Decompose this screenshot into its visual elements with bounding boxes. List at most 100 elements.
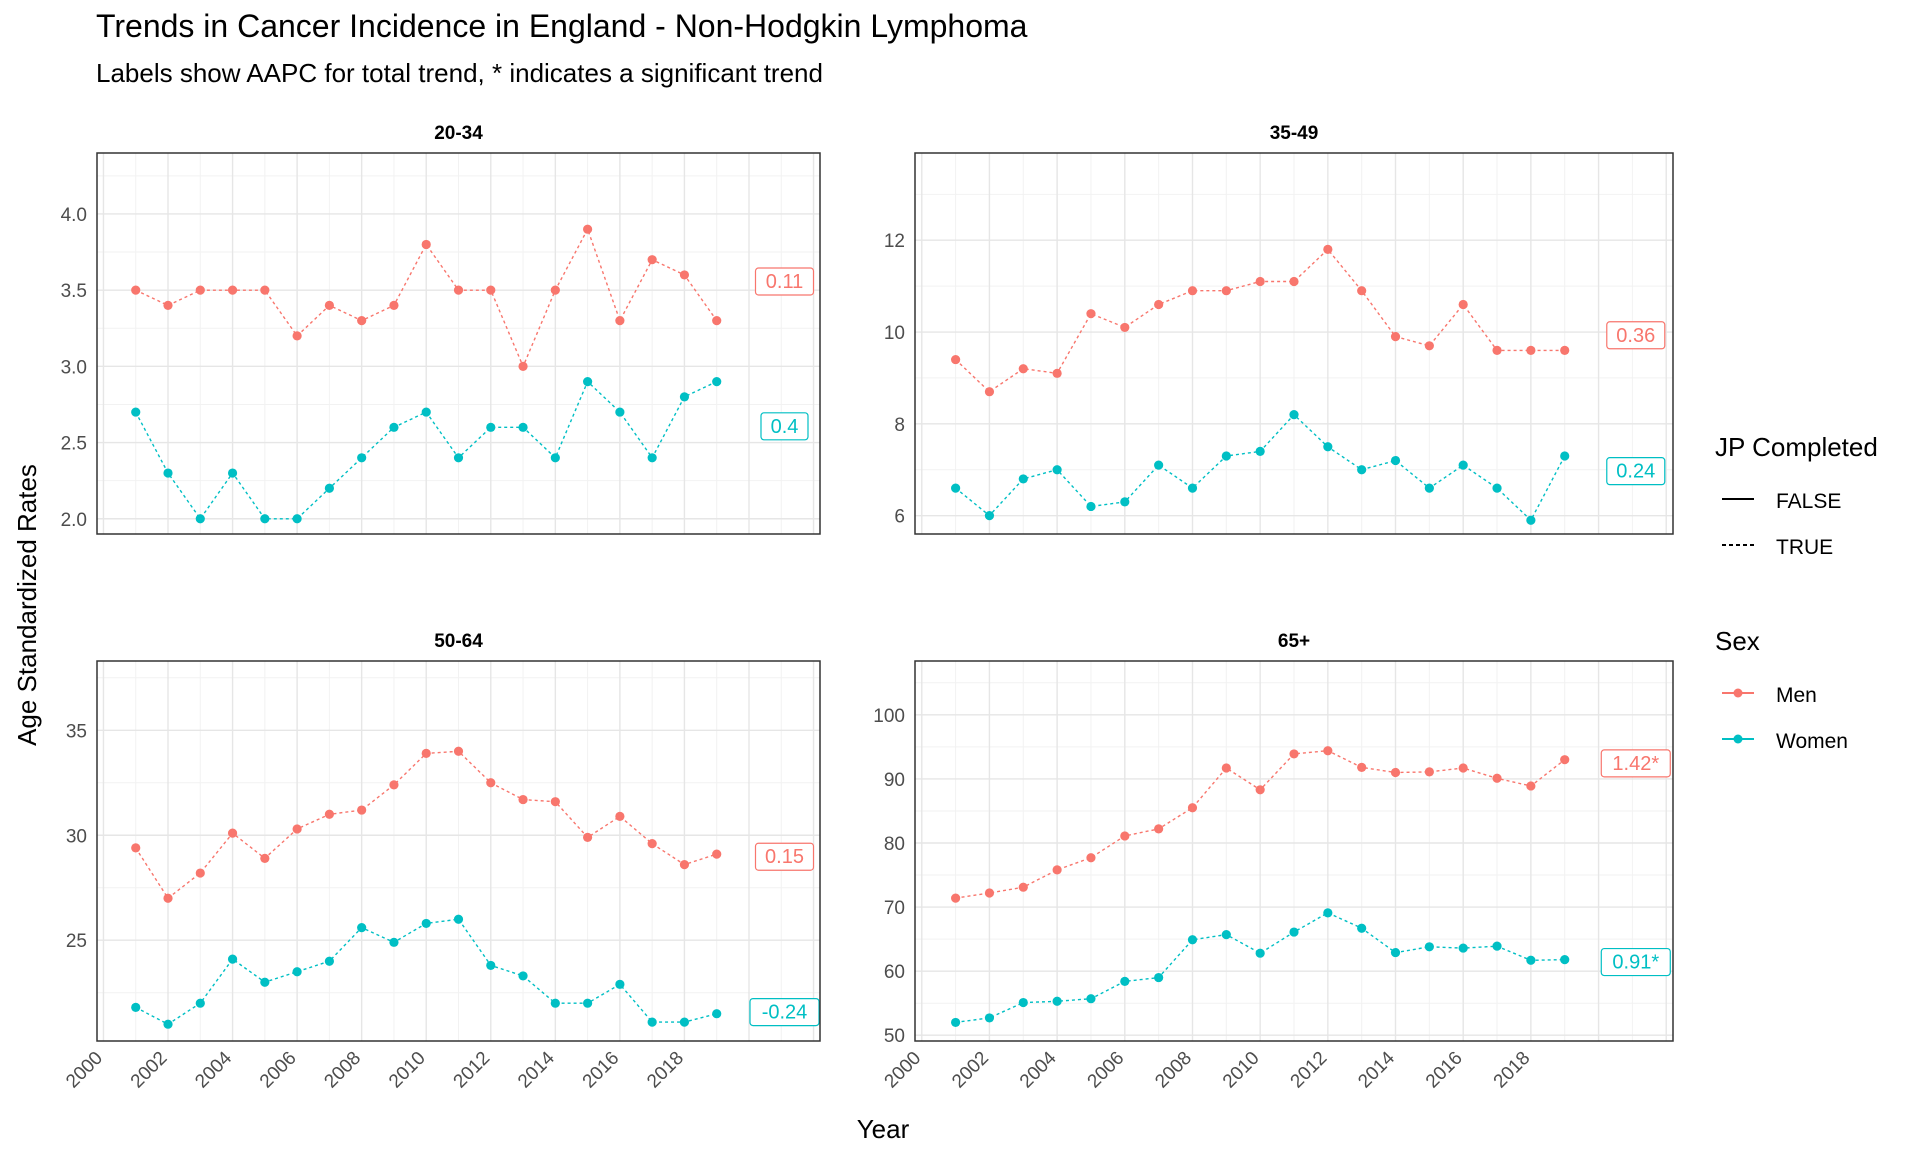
x-tick-label: 2016 (1422, 1048, 1467, 1093)
aapc-label-box-women (760, 412, 809, 441)
data-point-men (951, 893, 961, 903)
legend-item-false: FALSE (1776, 490, 1841, 513)
x-tick-label: 2000 (62, 1048, 107, 1093)
legend-linetype: JP Completed FALSE TRUE (1715, 432, 1878, 559)
data-point-men (1323, 746, 1333, 756)
x-tick-label: 2004 (1016, 1047, 1061, 1092)
panel-grid (915, 661, 1673, 1041)
data-point-men (518, 794, 528, 805)
x-tick-label: 2018 (643, 1048, 688, 1093)
aapc-label-men: 0.11 (766, 271, 803, 293)
data-point-men (647, 839, 657, 849)
data-point-women (1086, 501, 1096, 512)
legend-men-key-point (1733, 688, 1743, 698)
data-point-men (583, 832, 593, 842)
data-point-women (951, 483, 961, 493)
data-point-men (1289, 276, 1299, 287)
aapc-label-men: 0.36 (1616, 325, 1655, 347)
panel-strip-title: 65+ (1278, 631, 1310, 652)
data-point-men (583, 224, 593, 234)
data-point-men (550, 797, 560, 807)
data-point-men (1424, 341, 1434, 351)
data-point-men (227, 828, 238, 838)
data-point-women (518, 422, 528, 432)
data-point-men (1154, 824, 1164, 834)
data-point-men (357, 316, 367, 326)
data-point-women (486, 960, 496, 971)
data-point-women (583, 998, 593, 1008)
chart-subtitle: Labels show AAPC for total trend, * indi… (96, 58, 823, 88)
data-point-women (421, 918, 431, 929)
y-tick-label: 8 (894, 415, 905, 436)
x-tick-label: 2008 (320, 1048, 365, 1093)
data-point-men (1086, 853, 1096, 863)
data-point-women (1120, 497, 1130, 507)
data-point-men (1526, 781, 1536, 791)
panel-20-34: 20-34 2.0 2.5 3.0 3.5 4.0 0.11 0.4 (61, 123, 821, 535)
data-point-women (679, 1017, 690, 1027)
data-point-men (421, 748, 431, 758)
legend-sex-title: Sex (1715, 626, 1760, 656)
y-tick-label: 35 (66, 721, 87, 742)
data-point-women (324, 483, 334, 493)
data-point-men (131, 843, 141, 853)
data-point-women (1289, 410, 1299, 420)
data-point-men (486, 778, 496, 788)
data-point-men (1357, 286, 1367, 296)
data-point-women (1154, 460, 1164, 470)
aapc-label-women: 0.24 (1616, 461, 1655, 483)
data-point-men (1052, 865, 1062, 875)
data-point-men (712, 316, 722, 326)
data-point-men (1120, 322, 1130, 333)
data-point-men (984, 888, 995, 898)
y-tick-label: 6 (894, 507, 905, 528)
data-point-women (1560, 451, 1570, 461)
x-axis-label: Year (857, 1114, 910, 1144)
data-point-men (1221, 286, 1231, 296)
data-point-women (550, 453, 560, 463)
panel-border (96, 152, 821, 535)
aapc-label-women: -0.24 (762, 1002, 808, 1024)
data-point-men (1255, 785, 1265, 795)
legend-linetype-title: JP Completed (1715, 432, 1878, 462)
data-point-men (227, 285, 238, 295)
data-point-men (292, 824, 302, 834)
data-point-women (1289, 927, 1299, 937)
data-point-men (1018, 364, 1028, 374)
data-point-women (357, 923, 367, 933)
data-point-men (1289, 749, 1299, 759)
data-point-men (615, 811, 625, 821)
x-tick-label: 2010 (385, 1048, 430, 1093)
data-point-women (712, 377, 722, 387)
data-point-men (1154, 299, 1164, 310)
y-tick-label: 30 (66, 826, 87, 847)
data-point-women (615, 407, 625, 417)
aapc-label-box-men (754, 842, 815, 871)
data-point-men (1018, 882, 1028, 892)
data-point-women (131, 1002, 141, 1013)
data-point-women (1458, 460, 1468, 470)
data-point-women (163, 1019, 173, 1029)
data-point-men (1323, 244, 1333, 254)
data-point-women (1018, 474, 1028, 484)
data-point-men (453, 746, 464, 756)
legend-item-true: TRUE (1776, 536, 1833, 559)
data-point-women (712, 1009, 722, 1019)
legend-sex: Sex Men Women (1715, 626, 1848, 753)
data-point-men (1390, 767, 1401, 778)
panel-50-64: 50-64 25 30 35 2000 2002 2004 2006 2008 2010 2012 2… (62, 631, 821, 1093)
data-point-women (357, 453, 367, 463)
aapc-label-men: 1.42* (1612, 753, 1659, 775)
aapc-label-box-women (1606, 457, 1666, 486)
data-point-women (1052, 465, 1062, 475)
panel-35-49: 35-49 6 8 10 12 0.36 0.24 (884, 123, 1674, 535)
data-point-men (679, 270, 690, 280)
data-point-men (1560, 755, 1570, 765)
data-point-women (195, 514, 205, 524)
x-tick-label: 2012 (1287, 1048, 1332, 1093)
data-point-women (421, 407, 431, 417)
data-point-women (1526, 955, 1536, 965)
data-point-women (227, 468, 238, 478)
panel-strip-title: 50-64 (434, 631, 483, 652)
